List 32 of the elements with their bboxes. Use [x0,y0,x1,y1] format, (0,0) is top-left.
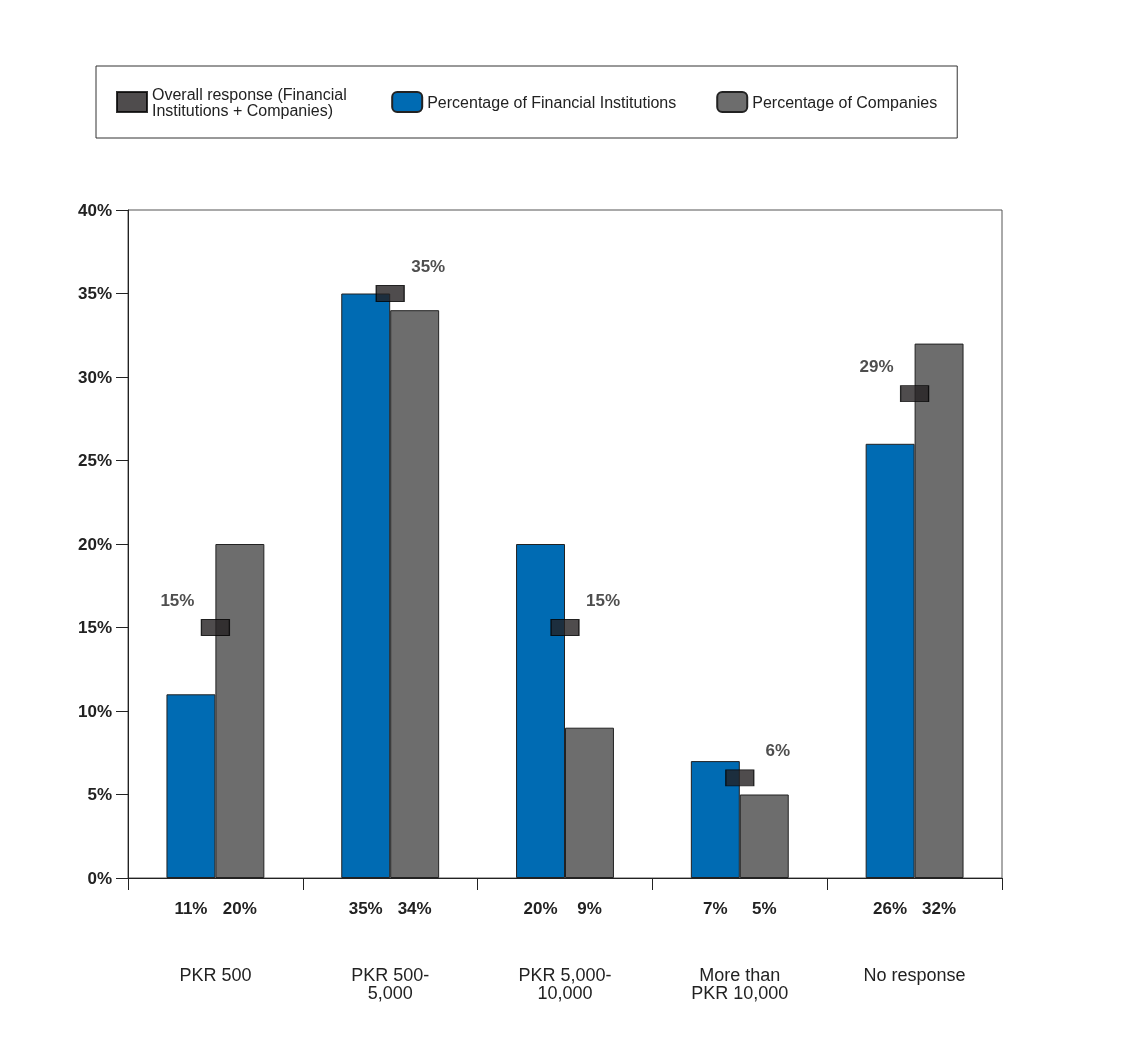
data-label: 32% [922,899,957,918]
data-label: 20% [523,899,558,918]
data-label: 11% [174,899,208,918]
y-tick-label: 5% [87,785,112,804]
data-label: 35% [348,899,383,918]
data-label: 6% [765,741,791,761]
x-tick-label: More than PKR 10,000 [691,965,789,1003]
data-label: 20% [222,899,257,918]
data-label: 26% [873,899,908,918]
x-tick-label: PKR 5,000- 10,000 [518,965,612,1003]
y-tick-label: 35% [77,284,112,303]
data-label: 7% [703,899,728,918]
data-label: 35% [411,257,446,277]
y-tick-label: 10% [77,701,112,721]
y-tick-label: 40% [77,200,112,220]
data-label: 15% [585,591,621,611]
y-tick-label: 30% [77,367,112,387]
data-label: 15% [160,591,195,611]
legend-label: Percentage of Companies [752,93,938,111]
data-label: 9% [577,899,602,918]
y-tick-label: 25% [77,451,112,470]
data-label: 29% [859,357,894,377]
y-tick-label: 0% [87,868,112,888]
legend-label: Overall response (Financial Institutions + Companies) [152,85,352,119]
y-tick-label: 20% [77,534,112,554]
x-tick-label: PKR 500- 5,000 [351,965,430,1003]
legend-label: Percentage of Financial Institutions [427,93,677,111]
y-tick-label: 15% [77,618,112,637]
x-tick-label: No response [863,965,966,985]
x-tick-label: PKR 500 [179,965,252,985]
data-label: 34% [397,899,432,918]
data-label: 5% [751,899,777,918]
